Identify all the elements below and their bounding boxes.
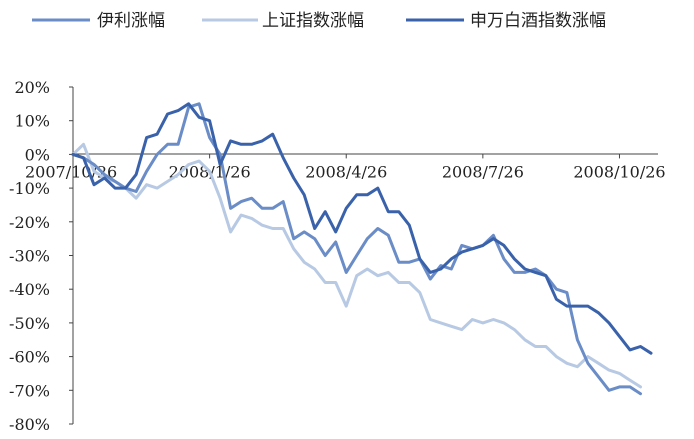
series-line-2 <box>71 102 653 355</box>
x-axis: 2007/10/26 2008/1/26 2008/4/26 2008/7/26 200… <box>25 153 666 181</box>
y-tick-label: 0% <box>25 145 50 164</box>
y-tick-label: -40% <box>9 280 50 299</box>
x-tick-label: 2008/10/26 <box>573 162 665 181</box>
y-tick-label: -10% <box>9 179 50 198</box>
y-tick-label: -20% <box>9 213 50 232</box>
legend-item-yili[interactable]: 伊利涨幅 <box>32 11 165 31</box>
y-tick-label: 20% <box>14 78 50 97</box>
y-tick-label: -60% <box>9 348 50 367</box>
y-ticks: 20% 10% 0% -10% -20% -30% -40% -50% -60% -70% -80% <box>9 78 73 434</box>
x-tick-label: 2008/4/26 <box>305 162 387 181</box>
legend-item-baijiu-index[interactable]: 申万白酒指数涨幅 <box>406 11 606 31</box>
y-tick-label: 10% <box>14 112 50 131</box>
x-tick-label: 2007/10/26 <box>25 162 117 181</box>
y-tick-label: -80% <box>9 415 50 434</box>
y-tick-label: -50% <box>9 314 50 333</box>
plot-series <box>71 102 653 396</box>
legend-item-shanghai-index[interactable]: 上证指数涨幅 <box>202 11 364 31</box>
y-axis: 20% 10% 0% -10% -20% -30% -40% -50% -60% -70% -80% <box>9 78 74 434</box>
x-tick-label: 2008/7/26 <box>442 162 524 181</box>
series-line-0 <box>71 102 642 396</box>
y-tick-label: -70% <box>9 381 50 400</box>
x-ticks: 2007/10/26 2008/1/26 2008/4/26 2008/7/26 200… <box>25 154 666 181</box>
legend-label-yili: 伊利涨幅 <box>97 11 165 31</box>
legend-label-baijiu-index: 申万白酒指数涨幅 <box>470 11 606 31</box>
legend-label-shanghai-index: 上证指数涨幅 <box>262 11 364 31</box>
y-tick-label: -30% <box>9 247 50 266</box>
series-line-1 <box>71 142 642 389</box>
legend: 伊利涨幅 上证指数涨幅 申万白酒指数涨幅 <box>32 11 606 31</box>
